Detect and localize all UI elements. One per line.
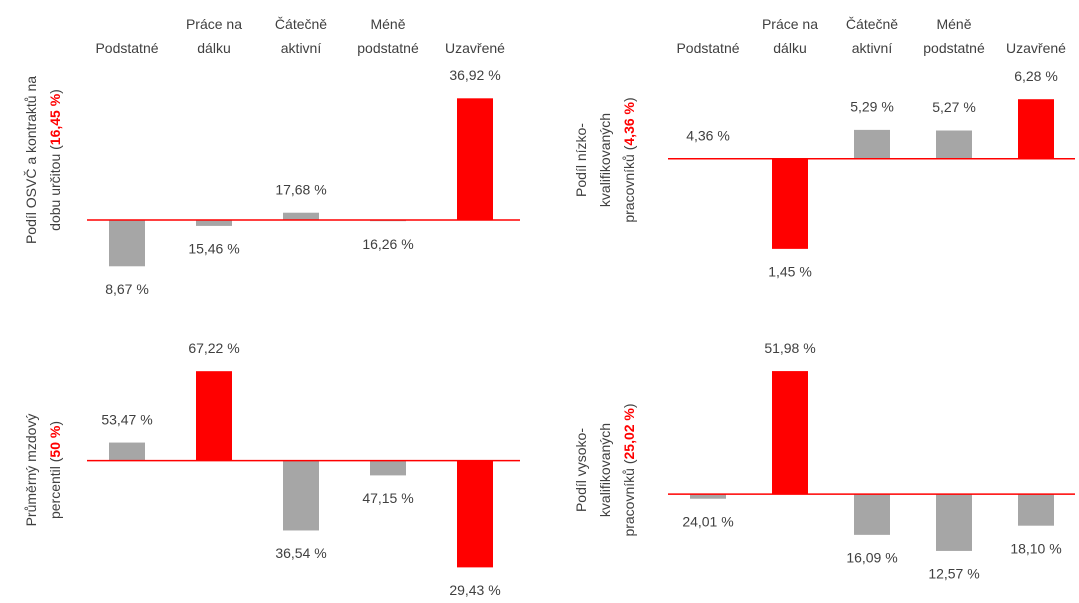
value-label: 36,92 % [449,67,500,83]
y-axis-label: Průměrný mzdový [23,414,39,527]
y-axis-label-end: ) [47,89,63,94]
bar [772,158,808,249]
value-label: 24,01 % [682,513,733,529]
y-axis-label-text: dobu určitou ( [47,145,63,231]
value-label: 51,98 % [764,340,815,356]
category-label: Méně podstatné [357,16,419,56]
value-label: 17,68 % [275,181,326,197]
bar [283,460,319,531]
bar [196,220,232,226]
value-label: 4,36 % [686,127,730,143]
value-label: 36,54 % [275,545,326,561]
bar [1018,494,1054,526]
bar [457,98,493,221]
value-label: 53,47 % [101,411,152,427]
value-label: 67,22 % [188,340,239,356]
y-axis-label-text: pracovníků ( [621,459,637,536]
y-axis-label-highlight: 50 % [47,425,63,457]
value-label: 29,43 % [449,582,500,598]
y-axis-label: Podíl nízko- [573,123,589,197]
value-label: 16,26 % [362,236,413,252]
category-label: Méně podstatné [923,16,985,56]
value-label: 12,57 % [928,566,979,582]
y-axis-label: pracovníků (25,02 %) [621,403,637,536]
bar [370,460,406,476]
value-label: 16,09 % [846,550,897,566]
y-axis-label: Podíl OSVČ a kontraktů na [23,76,39,244]
bar [283,212,319,221]
bar [1018,99,1054,159]
category-label: Čátečně aktivní [274,16,328,56]
y-axis-label-end: ) [47,421,63,426]
bar [772,371,808,495]
y-axis-label-text: Průměrný mzdový [23,414,39,527]
value-label: 5,29 % [850,99,894,115]
y-axis-label: dobu určitou (16,45 %) [47,89,63,231]
y-axis-label-text: Podíl OSVČ a kontraktů na [23,76,39,244]
bar [690,494,726,499]
y-axis-label-highlight: 16,45 % [47,93,63,145]
y-axis-label-text: Podíl nízko- [573,123,589,197]
category-label: Čátečně aktivní [845,16,899,56]
value-label: 1,45 % [768,264,812,280]
y-axis-label: kvalifikovaných [597,423,613,517]
y-axis-label: percentil (50 %) [47,421,63,519]
category-label: Uzavřené [445,40,505,56]
y-axis-label: Podíl vysoko- [573,428,589,512]
y-axis-label-end: ) [621,403,637,408]
y-axis-label-end: ) [621,97,637,102]
value-label: 18,10 % [1010,540,1061,556]
category-label: Podstatné [676,40,740,56]
category-label: Uzavřené [1006,40,1066,56]
value-label: 5,27 % [932,99,976,115]
bar [109,442,145,461]
bar [196,371,232,461]
y-axis-label-text: Podíl vysoko- [573,428,589,512]
category-label: Podstatné [95,40,159,56]
bar [457,460,493,568]
y-axis-label-highlight: 4,36 % [621,101,637,145]
value-label: 8,67 % [105,281,149,297]
y-axis-label: kvalifikovaných [597,113,613,207]
y-axis-label-text: percentil ( [47,457,63,519]
value-label: 15,46 % [188,241,239,257]
y-axis-label-text: kvalifikovaných [597,113,613,207]
value-label: 47,15 % [362,490,413,506]
bar [936,494,972,551]
bar [109,220,145,267]
bar [854,494,890,535]
y-axis-label-text: kvalifikovaných [597,423,613,517]
bar [936,130,972,159]
category-label: Práce na dálku [761,16,819,56]
category-label: Práce na dálku [185,16,243,56]
value-label: 6,28 % [1014,68,1058,84]
y-axis-label: pracovníků (4,36 %) [621,97,637,222]
y-axis-label-text: pracovníků ( [621,145,637,222]
bar [854,129,890,159]
y-axis-label-highlight: 25,02 % [621,408,637,460]
